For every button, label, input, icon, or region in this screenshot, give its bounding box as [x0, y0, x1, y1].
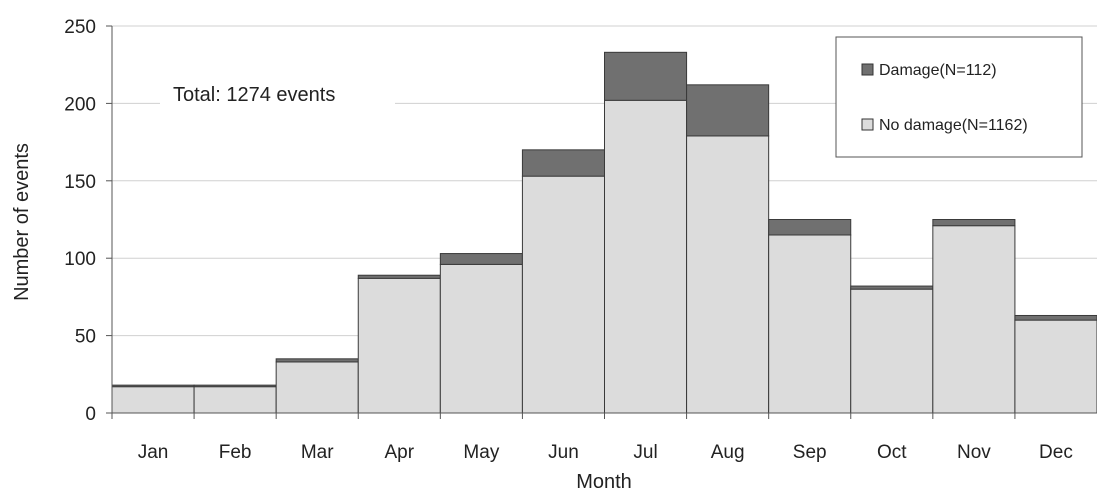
y-tick-label: 50	[75, 327, 96, 348]
x-axis-title: Month	[576, 471, 632, 493]
bar-segment-no-damage-feb	[193, 386, 277, 414]
bar-segment-no-damage-jan	[111, 386, 195, 414]
bar-segment-damage-jan	[111, 384, 195, 388]
legend-label-damage: Damage(N=112)	[879, 62, 997, 79]
bar-segment-damage-sep	[768, 219, 852, 236]
x-tick-label: May	[463, 442, 499, 463]
y-tick-label: 250	[64, 17, 96, 38]
legend-swatch-no-damage	[861, 118, 874, 131]
bars	[111, 51, 1097, 414]
bar-segment-damage-jun	[521, 149, 606, 177]
bar-segment-damage-may	[439, 253, 523, 265]
bar-segment-no-damage-jul	[604, 99, 688, 414]
x-tick-label: Jun	[548, 442, 579, 463]
legend-label-no-damage: No damage(N=1162)	[879, 117, 1028, 134]
bar-segment-no-damage-mar	[275, 361, 359, 414]
y-tick-label: 200	[64, 94, 96, 115]
x-tick-label: Nov	[957, 442, 991, 463]
bar-segment-no-damage-aug	[686, 135, 770, 414]
x-tick-label: Mar	[301, 442, 334, 463]
bar-segment-no-damage-jun	[521, 175, 606, 414]
x-tick-label: Oct	[877, 442, 907, 463]
bar-segment-damage-mar	[275, 358, 359, 363]
bar-segment-damage-nov	[932, 219, 1016, 227]
bar-segment-no-damage-nov	[932, 225, 1016, 414]
x-tick-label: Apr	[385, 442, 415, 463]
y-tick-label: 150	[64, 172, 96, 193]
bar-segment-no-damage-dec	[1014, 319, 1097, 414]
total-events-annotation: Total: 1274 events	[173, 84, 335, 106]
bar-segment-damage-apr	[357, 274, 441, 279]
x-tick-label: Jul	[633, 442, 657, 463]
bar-segment-no-damage-apr	[357, 277, 441, 414]
x-tick-label: Sep	[793, 442, 827, 463]
bar-segment-damage-oct	[850, 285, 934, 290]
bar-segment-no-damage-may	[439, 263, 523, 414]
legend: Damage(N=112) No damage(N=1162)	[835, 36, 1083, 158]
annotation-background	[160, 76, 395, 112]
y-tick-label: 100	[64, 249, 96, 270]
legend-box	[835, 36, 1083, 158]
bar-segment-no-damage-sep	[768, 234, 852, 414]
x-tick-label: Feb	[219, 442, 252, 463]
bar-segment-damage-jul	[604, 51, 688, 101]
x-tick-label: Jan	[138, 442, 169, 463]
bar-segment-damage-aug	[686, 84, 770, 137]
legend-swatch-damage	[861, 63, 874, 76]
bar-segment-damage-feb	[193, 384, 277, 388]
y-axis-title: Number of events	[11, 143, 33, 301]
y-tick-label: 0	[85, 404, 96, 425]
x-tick-label: Dec	[1039, 442, 1073, 463]
bar-segment-damage-dec	[1014, 314, 1097, 321]
bar-segment-no-damage-oct	[850, 288, 934, 414]
x-tick-label: Aug	[711, 442, 745, 463]
axes: 0 50 100 150 200 250 Jan Feb Mar Apr May Jun Jul Aug S…	[64, 17, 1097, 463]
